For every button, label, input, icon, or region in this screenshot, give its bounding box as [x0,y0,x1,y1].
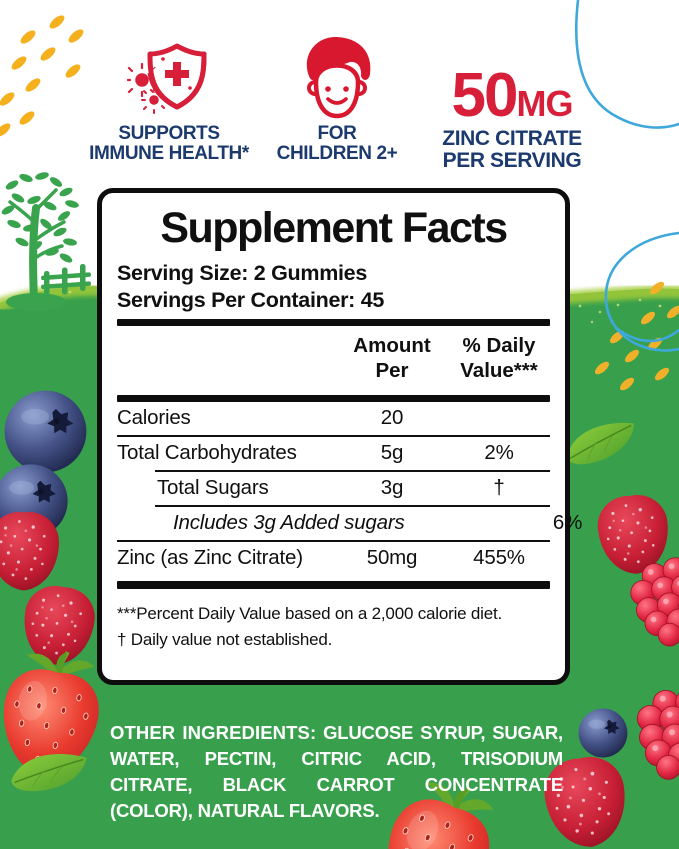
footnote-daily-value: ***Percent Daily Value based on a 2,000 … [117,603,503,623]
serving-size: Serving Size: 2 Gummies [117,261,367,286]
blueberry-image [4,390,87,473]
badge-children-line1: FOR [317,123,357,144]
row-divider [155,504,550,507]
table-row-total-carbohydrates: Total Carbohydrates 5g 2% [117,437,550,470]
divider-bar [117,580,550,589]
nutrient-daily-value: † [493,476,505,500]
yellow-dots-decoration [594,281,679,391]
badge-dosage-line2: PER SERVING [442,149,582,173]
footnotes: ***Percent Daily Value based on a 2,000 … [117,601,550,654]
badge-immune-line2: IMMUNE HEALTH* [89,143,249,165]
servings-per-container: Servings Per Container: 45 [117,287,385,312]
shield-immune-icon [127,43,207,114]
divider-bar [117,394,550,402]
column-amount-per: Amount Per [353,333,431,382]
yellow-dots-decoration [0,15,84,137]
table-header: Amount Per % Daily Value*** [117,326,550,389]
other-ingredients: OTHER INGREDIENTS: GLUCOSE SYRUP, SUGAR,… [110,720,563,825]
badge-dosage-line1: ZINC CITRATE [442,127,582,150]
row-divider [155,469,550,472]
child-face-icon [306,36,371,119]
table-row-zinc: Zinc (as Zinc Citrate) 50mg 455% [117,542,550,575]
badge-dosage: 50MG ZINC CITRATE PER SERVING [428,26,596,173]
row-divider [117,434,550,437]
blue-squiggle-decoration [574,0,679,352]
badge-immune-health: SUPPORTS IMMUNE HEALTH* [64,26,274,165]
nutrient-daily-value: 6% [552,511,583,535]
row-divider [117,539,550,542]
benefit-badges: SUPPORTS IMMUNE HEALTH* FOR CHILDREN 2+ [0,26,679,172]
fence-illustration [41,264,91,297]
dosage-amount: 50MG [451,61,574,131]
table-row-total-sugars: Total Sugars 3g † [117,472,550,505]
table-row-added-sugars: Includes 3g Added sugars 6% [117,507,582,540]
tree-illustration [1,172,79,311]
nutrient-amount: 3g [380,476,404,500]
nutrient-name: Zinc (as Zinc Citrate) [117,546,303,570]
divider-bar [117,318,550,326]
blueberry-image [578,708,628,758]
other-ingredients-label: OTHER INGREDIENTS: [110,721,317,743]
supplement-facts-panel: Supplement Facts Serving Size: 2 Gummies… [97,188,582,685]
nutrient-amount: 20 [380,406,404,430]
table-row-calories: Calories 20 [117,402,550,435]
nutrient-daily-value: 455% [473,546,525,570]
column-daily-value: % Daily Value*** [460,333,538,382]
nutrient-name: Includes 3g Added sugars [173,511,405,535]
nutrient-amount: 50mg [366,546,418,570]
nutrient-amount: 5g [380,441,404,465]
nutrient-name: Total Sugars [157,476,269,500]
nutrient-name: Calories [117,406,191,430]
badge-for-children: FOR CHILDREN 2+ [258,26,416,165]
badge-immune-line1: SUPPORTS [118,123,220,144]
panel-title: Supplement Facts [160,204,508,252]
footnote-dagger: † Daily value not established. [117,630,333,650]
nutrient-name: Total Carbohydrates [117,441,297,465]
badge-children-line2: CHILDREN 2+ [276,143,398,165]
other-ingredients-text: GLUCOSE SYRUP, SUGAR, WATER, PECTIN, CIT… [110,721,563,822]
nutrient-daily-value: 2% [484,441,514,465]
